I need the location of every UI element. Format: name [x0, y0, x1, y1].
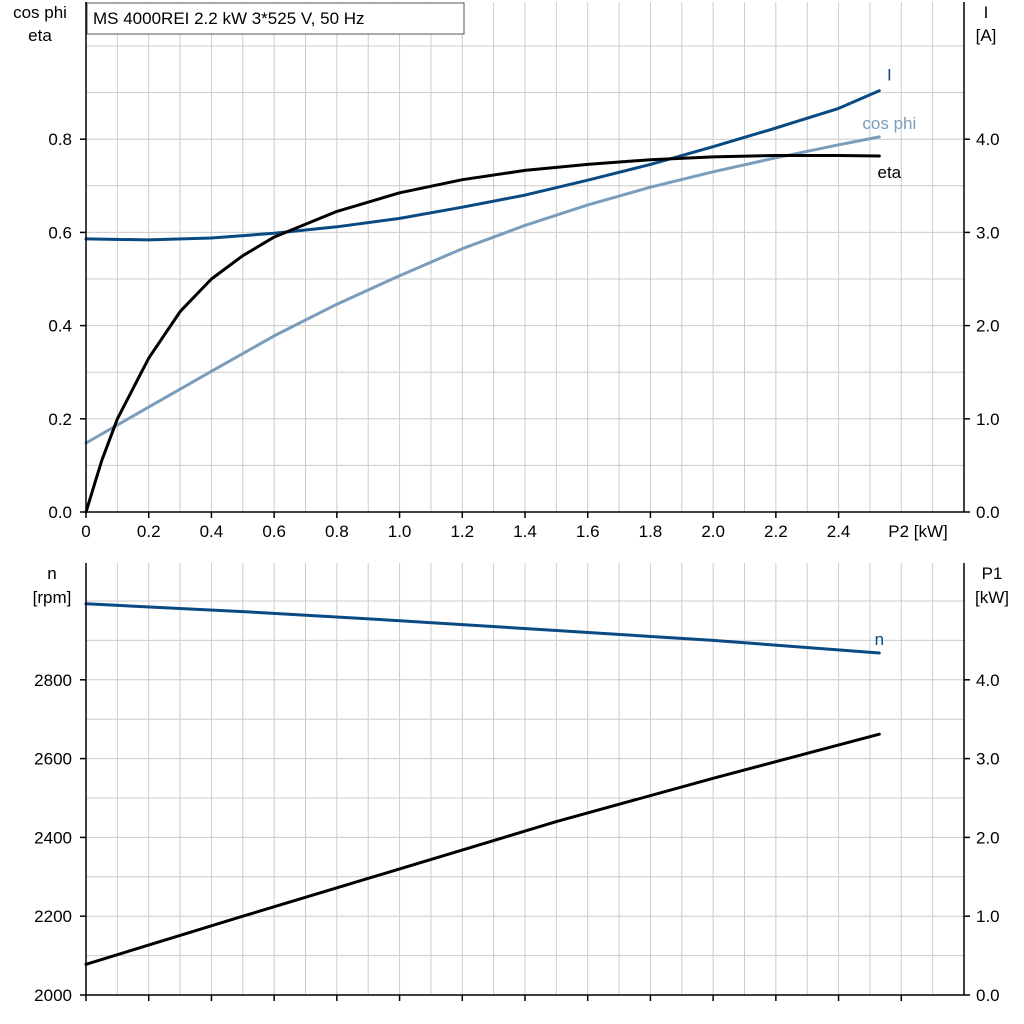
cos-phi-label: cos phi: [862, 114, 916, 133]
right-tick-label: 2.0: [976, 317, 1000, 336]
x-tick-label: 2.2: [764, 522, 788, 541]
top-left-axis-title-1: cos phi: [13, 3, 67, 22]
right-tick-label: 4.0: [976, 671, 1000, 690]
x-tick-label: 1.8: [639, 522, 663, 541]
bottom-right-axis-title-1: P1: [982, 564, 1003, 583]
top-chart-ticks: 0.0 0.2 0.4 0.6 0.8 0.0 1.0 2.0 3.0 4.0 0 0.2 0.4 0.6…: [48, 130, 999, 541]
top-left-axis-title-2: eta: [28, 26, 52, 45]
n-curve: [84, 602, 881, 655]
left-tick-label: 0.8: [48, 130, 72, 149]
right-tick-label: 2.0: [976, 828, 1000, 847]
top-chart-grid: [86, 2, 964, 512]
bottom-left-axis-title-1: n: [47, 564, 56, 583]
left-tick-label: 0.4: [48, 317, 72, 336]
left-tick-label: 2200: [34, 907, 72, 926]
right-tick-label: 0.0: [976, 986, 1000, 1005]
top-right-axis-title-1: I: [984, 3, 989, 22]
bottom-chart-ticks: 2000 2200 2400 2600 2800 0.0 1.0 2.0 3.0 4.0: [34, 671, 999, 1005]
I-curve: [84, 89, 881, 242]
left-tick-label: 2800: [34, 671, 72, 690]
x-tick-label: 0.4: [200, 522, 224, 541]
bottom-right-axis-title-2: [kW]: [975, 588, 1009, 607]
left-tick-label: 0.0: [48, 503, 72, 522]
bottom-chart-series: n: [84, 602, 884, 966]
x-tick-label: 2.0: [701, 522, 725, 541]
left-tick-label: 0.2: [48, 410, 72, 429]
right-tick-label: 0.0: [976, 503, 1000, 522]
right-tick-label: 3.0: [976, 750, 1000, 769]
bottom-left-axis-title-2: [rpm]: [33, 588, 72, 607]
x-axis-title: P2 [kW]: [888, 522, 948, 541]
left-tick-label: 2000: [34, 986, 72, 1005]
right-tick-label: 1.0: [976, 410, 1000, 429]
x-tick-label: 1.2: [450, 522, 474, 541]
x-tick-label: 2.4: [827, 522, 851, 541]
chart-title: MS 4000REI 2.2 kW 3*525 V, 50 Hz: [93, 9, 365, 28]
left-tick-label: 0.6: [48, 223, 72, 242]
right-tick-label: 1.0: [976, 907, 1000, 926]
title-box: [86, 2, 465, 35]
x-tick-label: 0.8: [325, 522, 349, 541]
eta-label: eta: [878, 163, 902, 182]
bottom-chart-grid: [86, 563, 964, 995]
p1-curve: [84, 732, 881, 966]
x-tick-label: 1.6: [576, 522, 600, 541]
top-right-axis-title-2: [A]: [976, 26, 997, 45]
eta-curve: [84, 154, 881, 514]
x-tick-label: 0.2: [137, 522, 161, 541]
right-tick-label: 3.0: [976, 223, 1000, 242]
n-label: n: [875, 630, 884, 649]
x-tick-label: 1.4: [513, 522, 537, 541]
x-tick-label: 0.6: [262, 522, 286, 541]
I-label: I: [887, 66, 892, 85]
x-tick-label: 0: [81, 522, 90, 541]
cos-phi-curve: [84, 135, 881, 445]
right-tick-label: 4.0: [976, 130, 1000, 149]
left-tick-label: 2400: [34, 828, 72, 847]
left-tick-label: 2600: [34, 750, 72, 769]
x-tick-label: 1.0: [388, 522, 412, 541]
